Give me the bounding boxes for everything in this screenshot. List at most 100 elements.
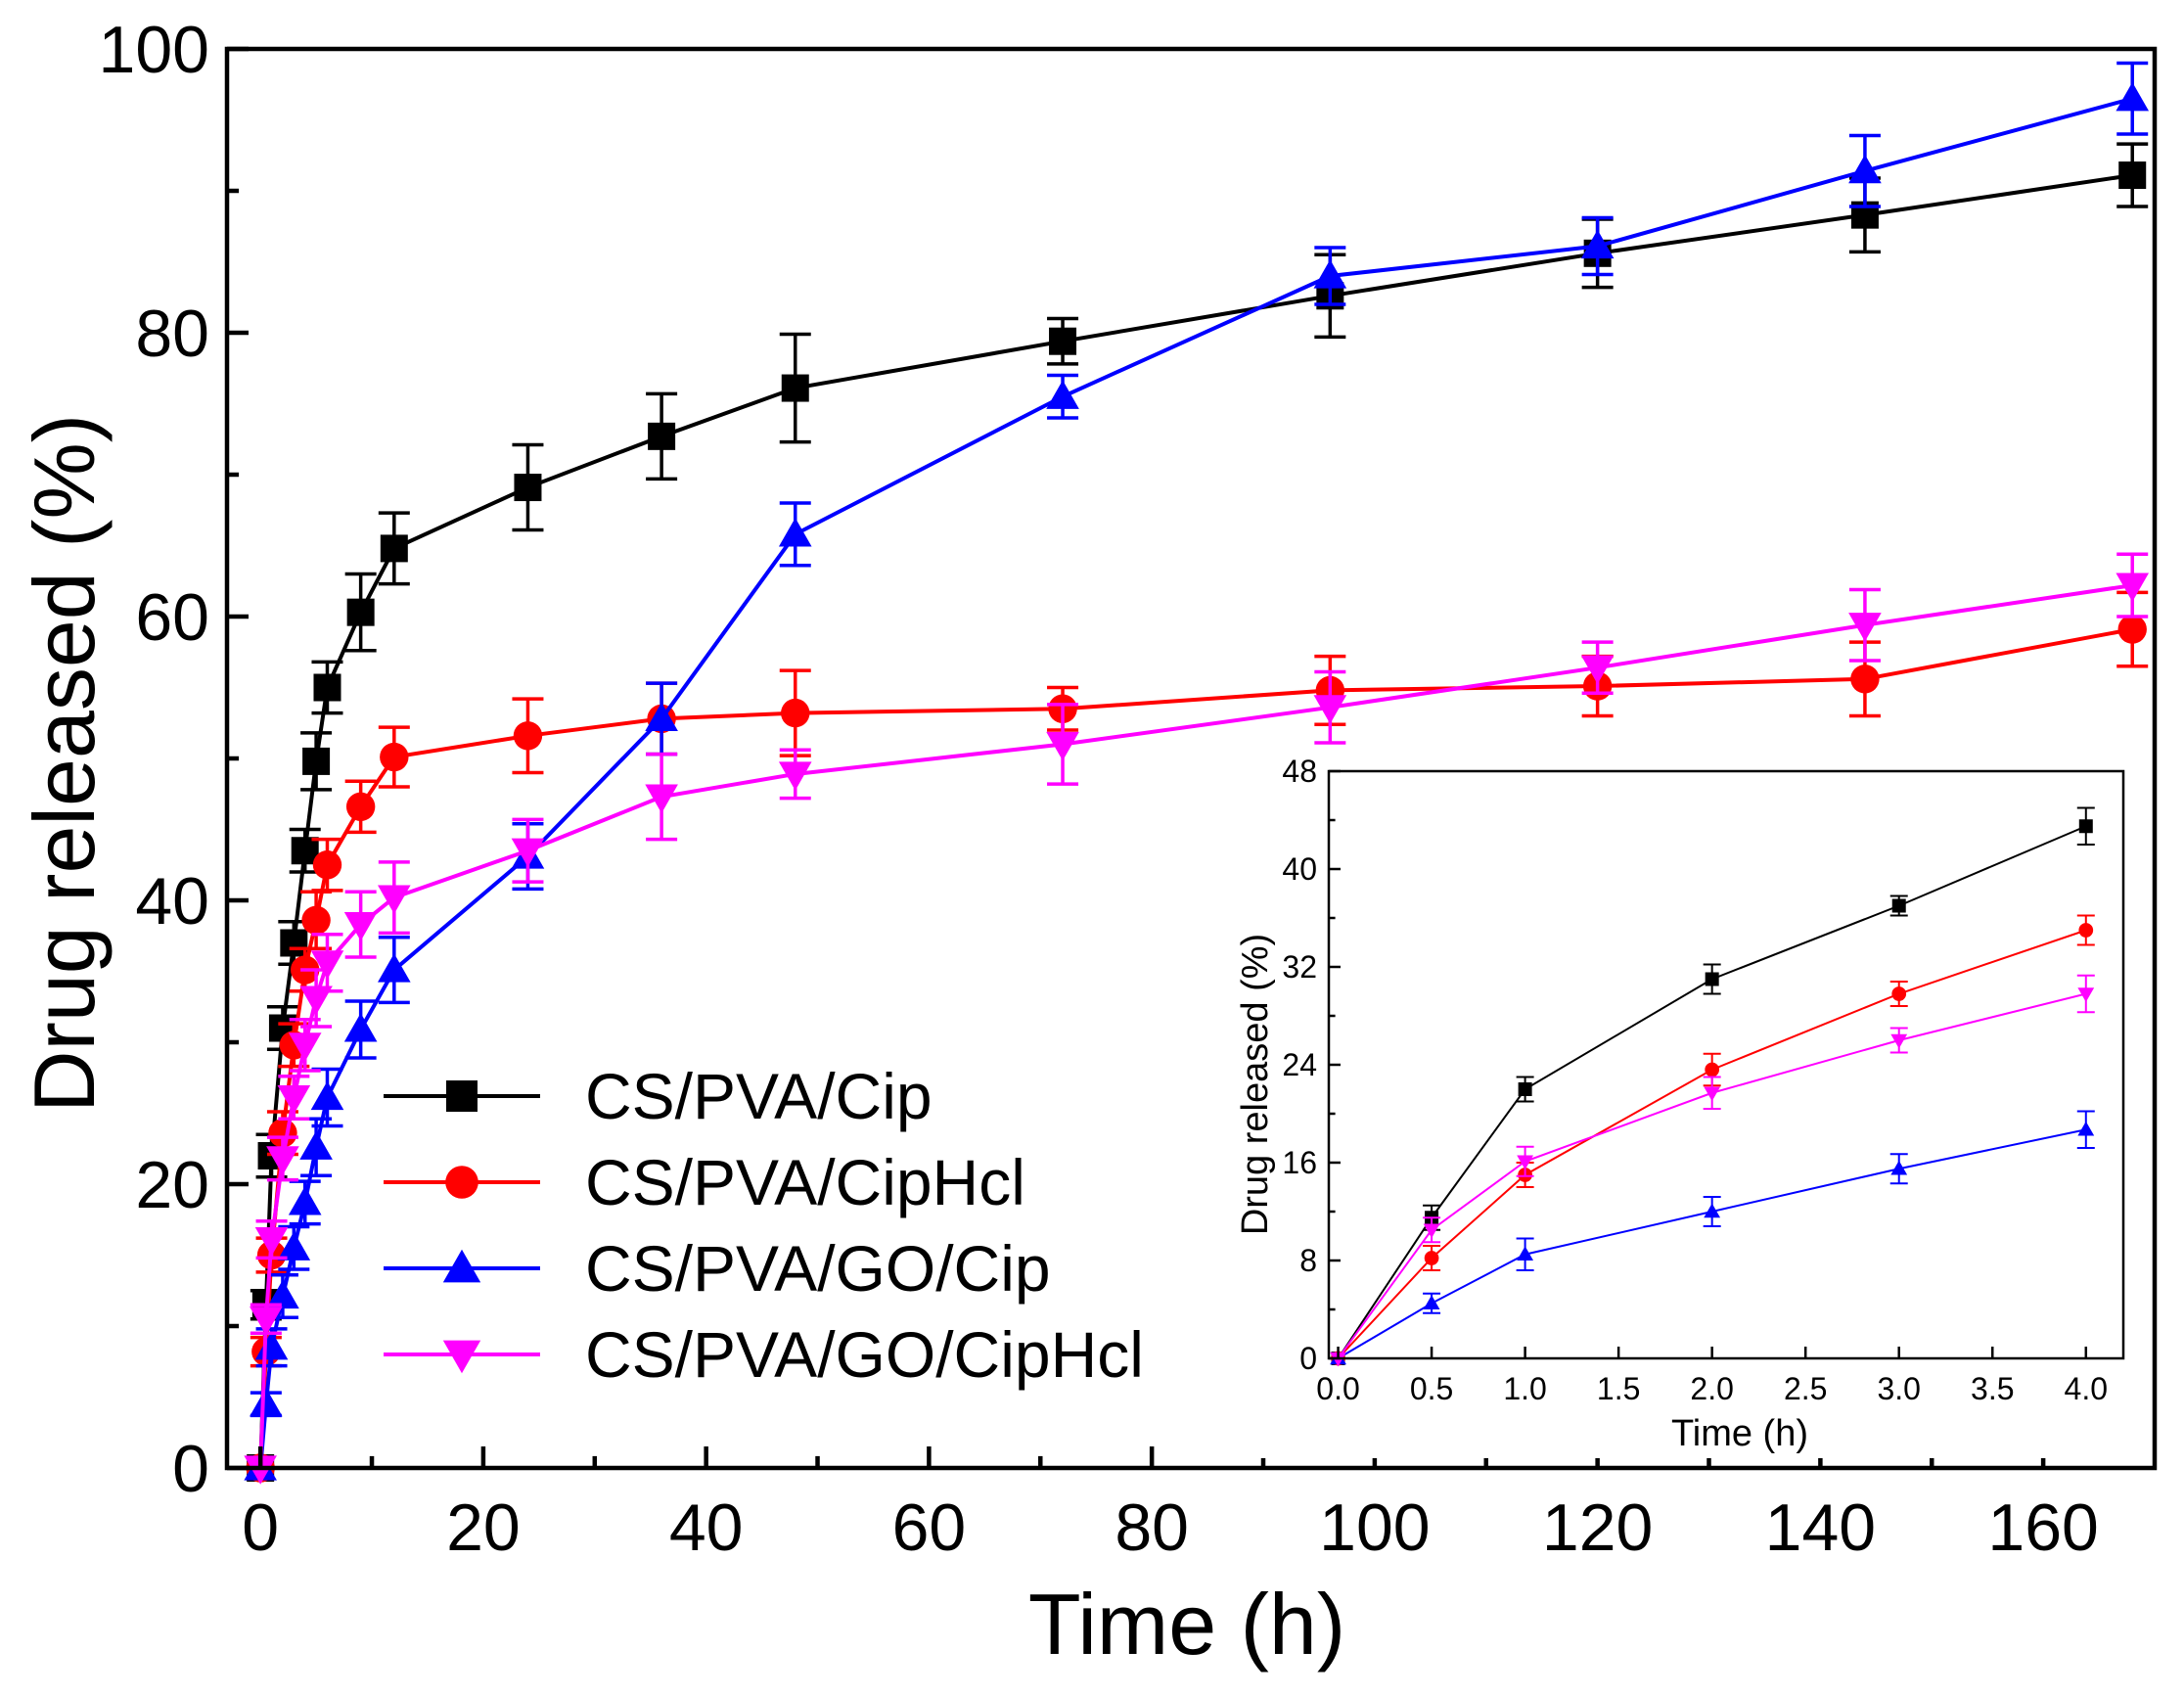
inset-point-cs-pva-go-ciphcl [1890, 1033, 1908, 1049]
main-point-cs-pva-go-ciphcl [378, 885, 411, 914]
legend-label-cs-pva-go-ciphcl: CS/PVA/GO/CipHcl [585, 1318, 1144, 1391]
main-point-cs-pva-go-ciphcl [1580, 655, 1615, 684]
legend-label-cs-pva-ciphcl: CS/PVA/CipHcl [585, 1146, 1025, 1218]
main-point-cs-pva-go-cip [288, 1186, 322, 1215]
inset-x-tick-label: 1.5 [1597, 1371, 1640, 1406]
main-point-cs-pva-go-ciphcl [299, 986, 333, 1015]
inset-x-tick-label: 3.5 [1971, 1371, 2014, 1406]
inset-point-cs-pva-go-ciphcl [1704, 1086, 1721, 1102]
inset-series-line-cs-pva-ciphcl [1337, 929, 2087, 1359]
legend-label-cs-pva-cip: CS/PVA/Cip [585, 1060, 933, 1132]
main-point-cs-pva-go-ciphcl [310, 950, 344, 980]
inset-x-tick-label: 0.5 [1410, 1371, 1453, 1406]
legend-marker-cs-pva-ciphcl [445, 1166, 478, 1199]
inset-x-axis-label: Time (h) [1671, 1413, 1808, 1454]
main-point-cs-pva-ciphcl [380, 742, 409, 772]
inset-point-cs-pva-go-ciphcl [2077, 987, 2095, 1002]
main-point-cs-pva-go-cip [378, 953, 411, 983]
main-point-cs-pva-cip [2118, 161, 2147, 190]
inset-point-cs-pva-go-ciphcl [1517, 1155, 1534, 1170]
main-x-tick-label: 20 [446, 1490, 521, 1565]
main-point-cs-pva-go-cip [1046, 380, 1079, 409]
main-y-tick-label: 40 [135, 864, 209, 939]
inset-point-cs-pva-go-cip [1423, 1295, 1440, 1310]
inset-series-line-cs-pva-go-cip [1338, 1128, 2086, 1359]
main-y-tick-label: 0 [172, 1432, 209, 1506]
main-y-tick-label: 80 [135, 297, 209, 371]
inset-series-cs-pva-go-ciphcl [1330, 974, 2095, 1367]
legend: CS/PVA/Cip CS/PVA/CipHcl CS/PVA/GO/Cip CS/P… [384, 1060, 1144, 1391]
inset-x-tick-label: 2.0 [1690, 1371, 1733, 1406]
main-point-cs-pva-go-ciphcl [254, 1226, 289, 1257]
legend-item-cs-pva-go-ciphcl: CS/PVA/GO/CipHcl [384, 1318, 1144, 1391]
inset-series-line-cs-pva-go-ciphcl [1337, 992, 2087, 1359]
main-point-cs-pva-cip [781, 374, 809, 402]
main-x-tick-label: 100 [1319, 1490, 1430, 1565]
main-point-cs-pva-go-cip [343, 1013, 378, 1042]
inset-chart: 0.0 0.5 1.0 1.5 2.0 2.5 3.0 3.5 4.0081624324048 … [1182, 754, 2125, 1458]
main-point-cs-pva-ciphcl [312, 850, 342, 880]
main-point-cs-pva-cip [346, 598, 375, 626]
main-point-cs-pva-cip [1049, 327, 1077, 355]
main-point-cs-pva-go-cip [1313, 259, 1347, 289]
inset-y-tick-label: 40 [1282, 851, 1317, 887]
main-x-tick-label: 120 [1542, 1490, 1653, 1565]
main-point-cs-pva-go-cip [299, 1130, 333, 1160]
inset-x-tick-label: 1.0 [1503, 1371, 1546, 1406]
main-point-cs-pva-cip [280, 929, 308, 957]
inset-point-cs-pva-go-cip [2077, 1121, 2095, 1136]
main-point-cs-pva-go-ciphcl [645, 784, 678, 813]
main-x-tick-label: 0 [242, 1490, 279, 1565]
legend-item-cs-pva-ciphcl: CS/PVA/CipHcl [384, 1146, 1025, 1218]
inset-point-cs-pva-ciphcl [2078, 923, 2094, 938]
main-series-line-cs-pva-go-ciphcl [258, 583, 2133, 1469]
inset-point-cs-pva-ciphcl [1705, 1062, 1720, 1077]
main-x-tick-label: 140 [1765, 1490, 1876, 1565]
main-y-axis-label: Drug released (%) [16, 414, 113, 1113]
inset-point-cs-pva-ciphcl [1424, 1251, 1439, 1265]
inset-point-cs-pva-go-cip [1517, 1246, 1534, 1261]
inset-x-tick-label: 2.5 [1784, 1371, 1827, 1406]
inset-series-layer [1330, 806, 2095, 1367]
main-y-tick-label: 100 [99, 13, 209, 87]
main-point-cs-pva-go-cip [250, 1387, 283, 1417]
main-x-tick-label: 160 [1987, 1490, 2098, 1565]
main-point-cs-pva-go-ciphcl [288, 1032, 322, 1062]
main-point-cs-pva-ciphcl [2117, 615, 2147, 644]
legend-item-cs-pva-go-cip: CS/PVA/GO/Cip [384, 1232, 1051, 1305]
legend-label-cs-pva-go-cip: CS/PVA/GO/Cip [585, 1232, 1051, 1305]
main-point-cs-pva-go-ciphcl [277, 1084, 311, 1115]
main-point-cs-pva-ciphcl [1850, 665, 1880, 694]
legend-marker-cs-pva-go-ciphcl [442, 1340, 481, 1374]
main-x-tick-label: 60 [892, 1490, 967, 1565]
inset-y-tick-label: 32 [1282, 949, 1317, 985]
inset-x-tick-label: 0.0 [1316, 1371, 1359, 1406]
legend-item-cs-pva-cip: CS/PVA/Cip [384, 1060, 933, 1132]
inset-x-tick-label: 4.0 [2065, 1371, 2108, 1406]
main-point-cs-pva-go-cip [645, 702, 678, 731]
inset-point-cs-pva-cip [2078, 819, 2093, 834]
inset-point-cs-pva-go-ciphcl [1423, 1223, 1440, 1239]
main-point-cs-pva-ciphcl [345, 792, 376, 821]
main-y-tick-label: 60 [135, 580, 209, 655]
inset-background [1182, 754, 2121, 1458]
inset-point-cs-pva-cip [1891, 898, 1906, 913]
inset-point-cs-pva-ciphcl [1891, 986, 1907, 1001]
main-point-cs-pva-go-ciphcl [511, 838, 545, 868]
inset-series-line-cs-pva-cip [1337, 825, 2087, 1359]
inset-y-tick-label: 8 [1299, 1243, 1317, 1278]
main-point-cs-pva-cip [514, 474, 542, 502]
main-series-layer [244, 61, 2150, 1485]
main-x-axis-label: Time (h) [1028, 1576, 1345, 1673]
main-point-cs-pva-go-ciphcl [778, 761, 812, 791]
main-point-cs-pva-go-ciphcl [1313, 695, 1347, 724]
main-point-cs-pva-cip [648, 422, 676, 450]
main-point-cs-pva-cip [313, 673, 341, 702]
main-x-tick-label: 40 [669, 1490, 744, 1565]
inset-axes: 0.0 0.5 1.0 1.5 2.0 2.5 3.0 3.5 4.0 0 8 16 24 32 40 48 [1282, 754, 2125, 1406]
inset-point-cs-pva-go-cip [1704, 1203, 1721, 1218]
inset-x-tick-label: 3.0 [1877, 1371, 1920, 1406]
